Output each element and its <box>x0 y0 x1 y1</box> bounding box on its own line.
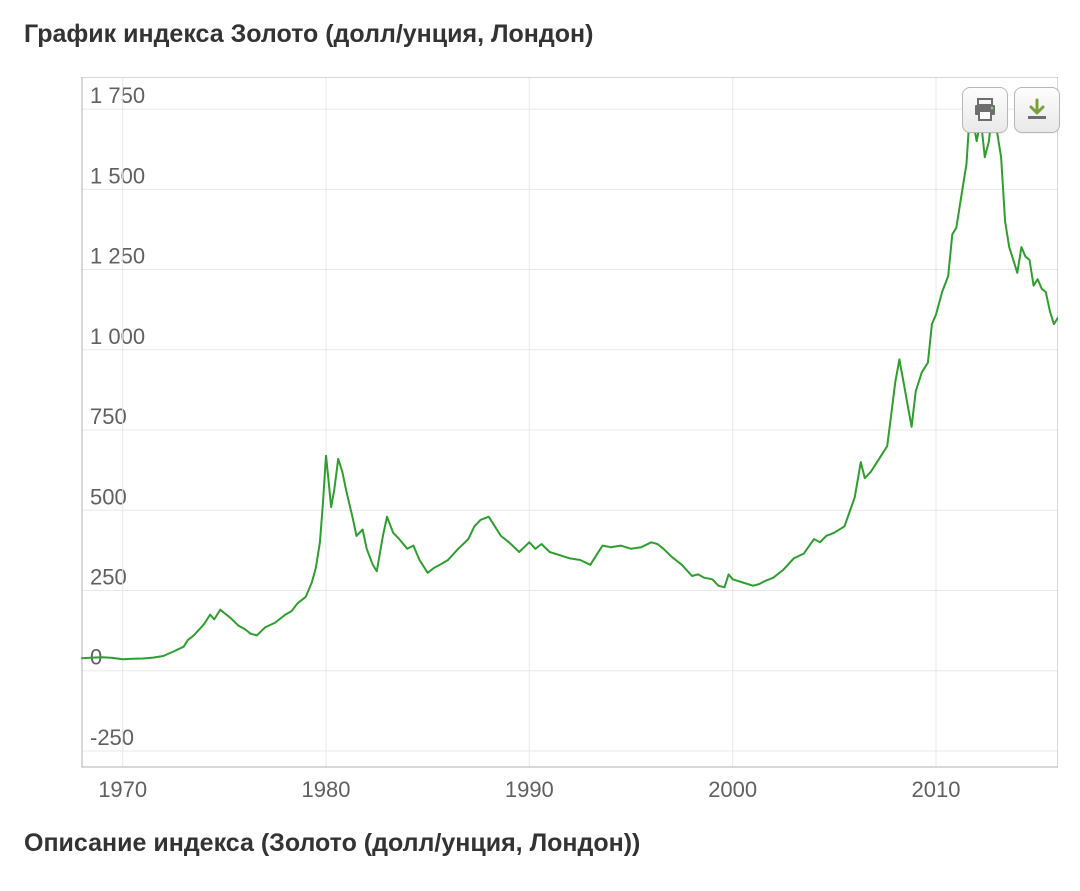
y-tick-label: 1 250 <box>90 244 145 269</box>
y-tick-label: 500 <box>90 484 127 509</box>
chart-title: График индекса Золото (долл/унция, Лондо… <box>24 20 1058 49</box>
print-icon <box>972 97 998 123</box>
x-tick-label: 1990 <box>505 777 554 802</box>
y-tick-label: -250 <box>90 725 134 750</box>
chart-toolbar <box>962 87 1060 133</box>
x-tick-label: 1970 <box>98 777 147 802</box>
x-tick-label: 2010 <box>912 777 961 802</box>
y-tick-label: 750 <box>90 404 127 429</box>
download-button[interactable] <box>1014 87 1060 133</box>
y-tick-label: 250 <box>90 564 127 589</box>
x-tick-label: 1980 <box>302 777 351 802</box>
print-button[interactable] <box>962 87 1008 133</box>
download-icon <box>1024 97 1050 123</box>
line-chart: -25002505007501 0001 2501 5001 750197019… <box>22 77 1058 807</box>
y-tick-label: 1 000 <box>90 324 145 349</box>
x-tick-label: 2000 <box>708 777 757 802</box>
section-subtitle: Описание индекса (Золото (долл/унция, Ло… <box>24 829 1058 858</box>
y-tick-label: 1 500 <box>90 163 145 188</box>
chart-area: -25002505007501 0001 2501 5001 750197019… <box>22 77 1058 807</box>
y-tick-label: 1 750 <box>90 83 145 108</box>
